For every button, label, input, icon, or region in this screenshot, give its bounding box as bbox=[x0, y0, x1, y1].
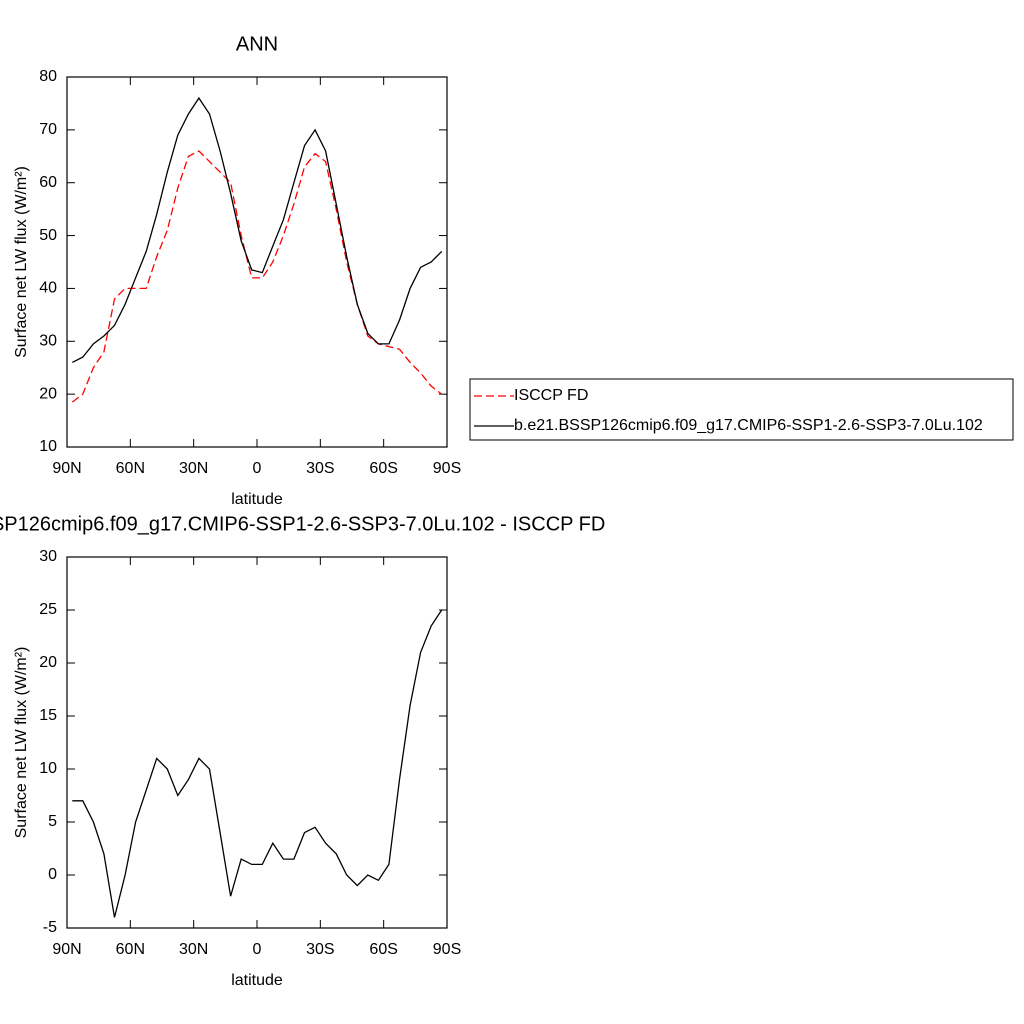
y-tick-label: 30 bbox=[39, 548, 57, 565]
y-tick-label: 20 bbox=[39, 385, 57, 402]
x-tick-label: 0 bbox=[253, 460, 262, 477]
x-tick-label: 90S bbox=[433, 941, 461, 958]
x-tick-label: 30S bbox=[306, 941, 334, 958]
legend-box bbox=[469, 378, 1014, 441]
y-tick-label: 25 bbox=[39, 601, 57, 618]
y-tick-label: 30 bbox=[39, 333, 57, 350]
x-tick-label: 30N bbox=[179, 941, 208, 958]
y-tick-label: 5 bbox=[48, 813, 57, 830]
y-tick-label: 40 bbox=[39, 280, 57, 297]
legend-label: ISCCP FD bbox=[514, 387, 588, 404]
y-axis-label: Surface net LW flux (W/m²) bbox=[13, 647, 30, 839]
x-tick-label: 60N bbox=[116, 941, 145, 958]
x-tick-label: 60S bbox=[369, 460, 397, 477]
legend: ISCCP FD b.e21.BSSP126cmip6.f09_g17.CMIP6… bbox=[469, 378, 1014, 441]
y-tick-label: 60 bbox=[39, 174, 57, 191]
y-tick-label: 10 bbox=[39, 760, 57, 777]
x-axis-label: latitude bbox=[231, 972, 283, 989]
plot-frame bbox=[66, 556, 448, 929]
x-tick-label: 0 bbox=[253, 941, 262, 958]
legend-label: b.e21.BSSP126cmip6.f09_g17.CMIP6-SSP1-2.… bbox=[514, 417, 983, 434]
y-tick-label: 0 bbox=[48, 866, 57, 883]
x-tick-label: 60S bbox=[369, 941, 397, 958]
y-tick-label: 20 bbox=[39, 654, 57, 671]
x-axis-label: latitude bbox=[231, 491, 283, 508]
x-tick-label: 60N bbox=[116, 460, 145, 477]
chart-title: b.e21.BSSP126cmip6.f09_g17.CMIP6-SSP1-2.… bbox=[0, 513, 605, 535]
y-axis-label: Surface net LW flux (W/m²) bbox=[13, 166, 30, 358]
chart-title: ANN bbox=[236, 33, 278, 55]
data-line bbox=[71, 150, 443, 403]
x-tick-label: 90S bbox=[433, 460, 461, 477]
y-tick-label: 70 bbox=[39, 121, 57, 138]
x-tick-label: 90N bbox=[52, 941, 81, 958]
y-tick-label: 10 bbox=[39, 438, 57, 455]
data-line bbox=[72, 609, 443, 918]
x-tick-label: 30N bbox=[179, 460, 208, 477]
y-tick-label: 50 bbox=[39, 227, 57, 244]
x-tick-label: 90N bbox=[52, 460, 81, 477]
y-tick-label: -5 bbox=[43, 919, 57, 936]
data-line bbox=[72, 96, 443, 363]
y-tick-label: 15 bbox=[39, 707, 57, 724]
y-tick-label: 80 bbox=[39, 68, 57, 85]
x-tick-label: 30S bbox=[306, 460, 334, 477]
plot-frame bbox=[66, 76, 448, 448]
